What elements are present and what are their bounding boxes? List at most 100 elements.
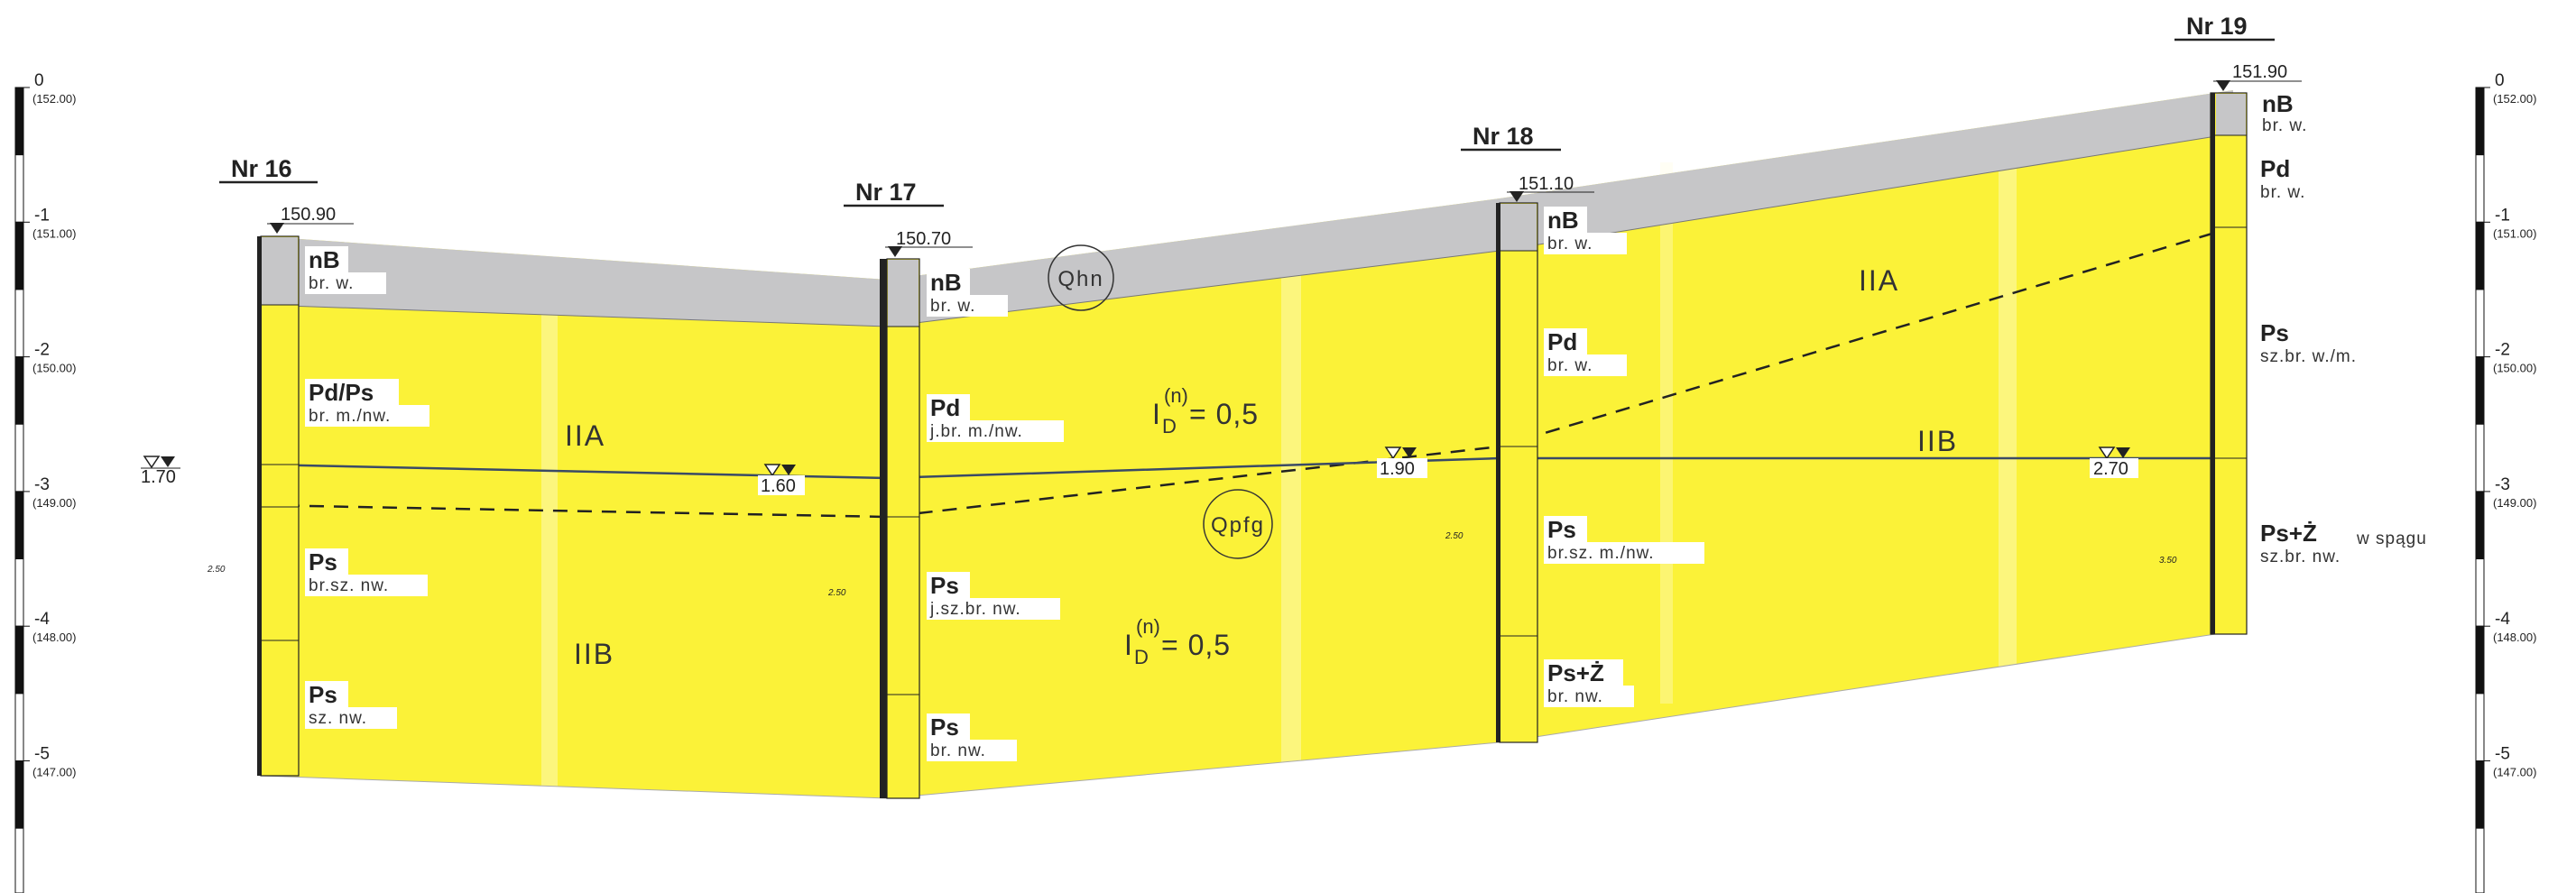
- scale-elevation-label: (151.00): [32, 226, 76, 240]
- borehole-elevation: 150.70: [896, 229, 951, 249]
- scale-segment: [2475, 693, 2485, 761]
- soil-symbol: nB: [309, 246, 340, 273]
- scale-elevation-label: (147.00): [2493, 766, 2536, 779]
- scale-segment: [2475, 356, 2485, 425]
- water-level-marker: 2.70: [2090, 446, 2138, 479]
- borehole-header-17: Nr 17 150.70: [844, 179, 973, 257]
- density-symbol: I: [1152, 398, 1161, 430]
- borehole-header-19: Nr 19 151.90: [2174, 13, 2302, 91]
- scale-depth-label: 0: [34, 71, 44, 90]
- scale-segment: [14, 154, 24, 223]
- density-value: = 0,5: [1189, 398, 1259, 430]
- soil-description: br. w.: [1547, 356, 1593, 375]
- scale-elevation-label: (149.00): [32, 496, 76, 510]
- soil-symbol: Ps+Ż: [2260, 520, 2317, 547]
- borehole-column-17: [880, 258, 920, 799]
- scale-depth-label: -5: [34, 745, 50, 764]
- density-subscript: D: [1162, 415, 1177, 437]
- soil-description: sz.br. nw.: [2260, 548, 2341, 566]
- soil-symbol: Pd: [2260, 155, 2290, 182]
- soil-symbol: Ps: [1547, 516, 1576, 543]
- borehole-column-16: [257, 235, 300, 777]
- water-level-label: 1.60: [761, 476, 796, 496]
- elevation-marker-icon: [1510, 191, 1524, 202]
- soil-symbol: Pd: [930, 394, 960, 421]
- water-level-label: 1.70: [141, 467, 176, 487]
- soil-description: br. w.: [930, 297, 975, 316]
- elevation-marker-icon: [2216, 80, 2230, 91]
- soil-description: br.sz. nw.: [309, 576, 389, 595]
- layer-labels-17: nB br. w. Pd j.br. m./nw. Ps j.sz.br. nw…: [927, 269, 1064, 761]
- water-level-marker: 1.90: [1377, 446, 1427, 479]
- topsoil-boundary: [260, 304, 888, 327]
- layer-labels-19: nB br. w. Pd br. w. Ps sz.br. w./m. Ps+Ż…: [2260, 90, 2426, 566]
- groundwater-line: [260, 456, 2233, 480]
- scale-segment: [2475, 87, 2485, 156]
- soil-symbol: Ps+Ż: [1547, 659, 1604, 686]
- scale-depth-label: -5: [2495, 745, 2510, 764]
- borehole-column-18: [1496, 202, 1538, 743]
- scale-depth-label: -2: [34, 341, 50, 360]
- soil-symbol: nB: [930, 269, 962, 296]
- scale-depth-label: -2: [2495, 341, 2510, 360]
- elevation-marker-icon: [270, 223, 284, 234]
- borehole-elevation: 151.90: [2232, 62, 2287, 82]
- scale-segment: [14, 491, 24, 560]
- scale-segment: [2475, 154, 2485, 223]
- zone-label: IIA: [565, 419, 605, 452]
- borehole-title: Nr 18: [1473, 123, 1534, 150]
- scale-segment: [14, 760, 24, 829]
- stratigraphy-label: Qpfg: [1211, 513, 1265, 538]
- scale-elevation-label: (148.00): [32, 631, 76, 644]
- borehole-title: Nr 17: [855, 179, 917, 206]
- scale-depth-label: 0: [2495, 71, 2505, 90]
- scale-segment: [14, 87, 24, 156]
- soil-body-yellow: [261, 90, 2233, 798]
- zone-label: IIB: [1917, 425, 1958, 457]
- soil-symbol: Pd: [1547, 328, 1577, 355]
- layer-labels-18: nB br. w. Pd br. w. Ps br.sz. m./nw. Ps+…: [1544, 207, 1704, 707]
- borehole-header-16: Nr 16 150.90: [219, 155, 354, 234]
- scale-depth-label: -4: [2495, 610, 2510, 629]
- scale-elevation-label: (147.00): [32, 766, 76, 779]
- scale-segment: [2475, 760, 2485, 829]
- scale-depth-label: -1: [2495, 206, 2510, 225]
- soil-description: br. w.: [309, 274, 354, 293]
- scale-depth-label: -3: [2495, 475, 2510, 494]
- bottom-depth-mark: 2.50: [1445, 531, 1463, 541]
- scale-segment: [14, 289, 24, 358]
- soil-symbol: Ps: [930, 713, 959, 741]
- soil-symbol: Ps: [930, 572, 959, 599]
- soil-description: br.sz. m./nw.: [1547, 544, 1655, 563]
- soil-description: br. nw.: [930, 741, 986, 760]
- layer-labels-16: nB br. w. Pd/Ps br. m./nw. Ps br.sz. nw.…: [305, 246, 429, 729]
- soil-symbol: nB: [2262, 90, 2294, 117]
- scale-depth-label: -1: [34, 206, 50, 225]
- soil-symbol: Pd/Ps: [309, 379, 374, 406]
- water-level-label: 1.90: [1380, 459, 1415, 479]
- stratigraphy-circle: [1203, 489, 1273, 559]
- scale-segment: [14, 356, 24, 425]
- soil-symbol: nB: [1547, 207, 1579, 234]
- scale-segment: [14, 558, 24, 627]
- density-superscript: (n): [1136, 615, 1160, 638]
- soil-description: br. w.: [2262, 116, 2307, 135]
- scale-elevation-label: (148.00): [2493, 631, 2536, 644]
- soil-symbol: Ps: [309, 548, 337, 575]
- soil-description: br. m./nw.: [309, 407, 391, 426]
- scale-segment: [2475, 625, 2485, 695]
- scale-segment: [2475, 558, 2485, 627]
- density-superscript: (n): [1164, 384, 1188, 407]
- soil-description: j.sz.br. nw.: [929, 600, 1021, 619]
- scale-elevation-label: (150.00): [2493, 362, 2536, 375]
- scale-depth-label: -4: [34, 610, 50, 629]
- scale-segment: [14, 221, 24, 290]
- borehole-elevation: 151.10: [1519, 174, 1574, 194]
- scale-segment: [14, 423, 24, 493]
- scale-elevation-label: (151.00): [2493, 226, 2536, 240]
- bottom-depth-mark: 2.50: [207, 565, 226, 575]
- bottom-outline: [260, 775, 888, 799]
- density-index-upper: I D (n) = 0,5: [1152, 384, 1259, 437]
- elevation-marker-icon: [888, 246, 902, 257]
